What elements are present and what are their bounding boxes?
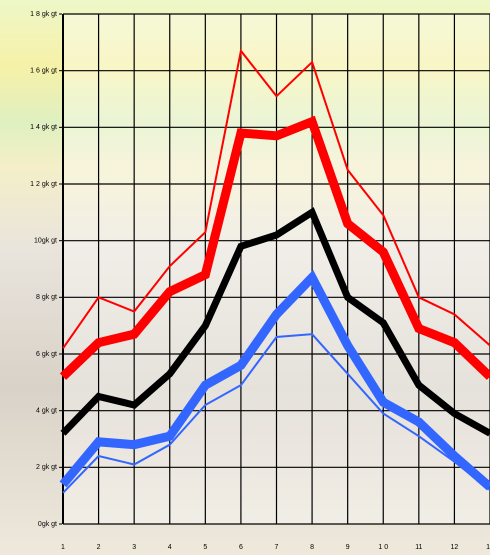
y-tick-label: 8 gk gt (36, 294, 57, 301)
series-line (59, 269, 490, 491)
y-tick-label: 1 6 gk gt (30, 68, 57, 75)
x-tick-label: 6 (239, 544, 243, 551)
x-tick-label: 7 (275, 544, 279, 551)
x-tick-label: 8 (310, 544, 314, 551)
y-tick-label: 1 8 gk gt (30, 11, 57, 18)
x-tick-label: 1 0 (378, 544, 388, 551)
series-line (60, 207, 490, 437)
series-line (62, 48, 490, 349)
y-tick-label: 6 gk gt (36, 351, 57, 358)
y-tick-label: 1 2 gk gt (30, 181, 57, 188)
x-tick-label: 5 (203, 544, 207, 551)
y-tick-label: 2 gk gt (36, 464, 57, 471)
x-tick-label: 4 (168, 544, 172, 551)
y-tick-label: 1 4 gk gt (30, 124, 57, 131)
x-tick-label: 3 (132, 544, 136, 551)
x-tick-label: 9 (346, 544, 350, 551)
y-tick-label: 4 gk gt (36, 408, 57, 415)
x-tick-label: 2 (97, 544, 101, 551)
y-tick-label: 10gk gt (34, 238, 57, 245)
series-line (62, 333, 490, 494)
x-tick-label: 11 (415, 544, 422, 551)
x-tick-label: 1 (61, 544, 65, 551)
y-tick-label: 0gk gt (38, 521, 57, 528)
x-tick-label: 13 (486, 544, 490, 551)
x-tick-label: 12 (451, 544, 459, 551)
series-line (59, 115, 490, 380)
